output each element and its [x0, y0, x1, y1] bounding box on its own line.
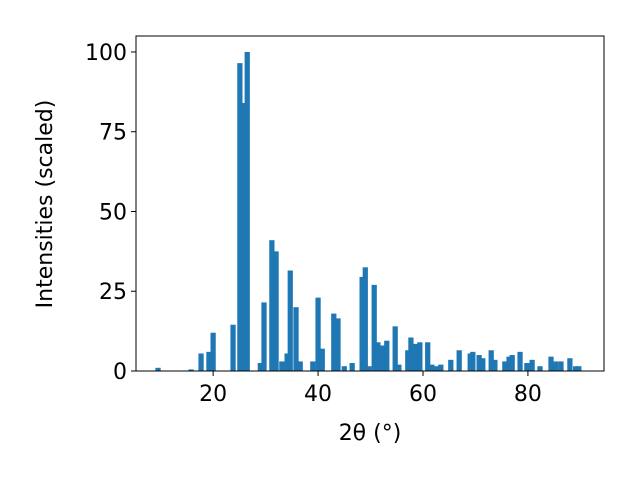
bar	[502, 361, 508, 371]
y-tick-label: 75	[99, 121, 127, 146]
bar	[476, 355, 482, 371]
bar	[434, 366, 440, 371]
x-axis-label: 2θ (°)	[339, 421, 402, 446]
bar	[293, 307, 299, 371]
bar	[269, 240, 275, 371]
bar	[412, 343, 418, 371]
bar	[408, 337, 414, 371]
bar	[279, 361, 285, 371]
bar	[429, 364, 435, 371]
bar	[509, 355, 515, 371]
bar	[230, 324, 236, 371]
bar	[506, 356, 512, 371]
bar	[359, 276, 365, 371]
bar	[273, 251, 279, 371]
bar	[417, 342, 423, 371]
bar	[405, 350, 411, 371]
bar	[319, 348, 325, 371]
bar	[335, 318, 341, 371]
bar	[349, 363, 355, 371]
bar	[261, 302, 267, 371]
bar	[188, 369, 194, 371]
y-tick-label: 25	[99, 280, 127, 305]
x-tick-label: 80	[514, 382, 542, 407]
bar	[567, 358, 573, 371]
bar	[558, 361, 564, 371]
bar	[517, 351, 523, 371]
bar	[529, 359, 535, 371]
bar	[284, 353, 290, 371]
bar	[244, 51, 250, 371]
bar	[492, 359, 498, 371]
bar	[488, 350, 494, 371]
bar	[448, 359, 454, 371]
bar	[198, 353, 204, 371]
bar	[206, 351, 212, 371]
bar	[297, 361, 303, 371]
bar	[155, 367, 161, 371]
bar	[392, 326, 398, 371]
bar	[425, 342, 431, 371]
y-tick-label: 100	[85, 41, 127, 66]
plot-frame	[135, 35, 605, 372]
x-tick-label: 60	[409, 382, 437, 407]
bar	[456, 350, 462, 371]
bar	[480, 358, 486, 371]
y-tick-label: 0	[113, 360, 127, 385]
bar	[315, 297, 321, 371]
bar	[573, 366, 579, 371]
bar	[548, 356, 554, 371]
bar	[331, 313, 337, 371]
bar	[237, 63, 243, 371]
bar	[366, 366, 372, 371]
bar	[524, 363, 530, 371]
bar	[375, 342, 381, 371]
x-tick-label: 20	[199, 382, 227, 407]
x-tick-label: 40	[304, 382, 332, 407]
bar	[438, 364, 444, 371]
bar	[379, 345, 385, 371]
bar	[384, 340, 390, 371]
bar	[371, 284, 377, 371]
bar	[576, 366, 582, 371]
bar	[362, 267, 368, 371]
y-axis-label: Intensities (scaled)	[33, 100, 58, 309]
bar	[287, 270, 293, 371]
bar	[396, 364, 402, 371]
bar	[553, 361, 559, 371]
bar	[210, 332, 216, 371]
bar	[310, 361, 316, 371]
bar	[257, 363, 263, 371]
y-tick-label: 50	[99, 200, 127, 225]
bar	[341, 366, 347, 371]
bar	[470, 351, 476, 371]
bar	[537, 366, 543, 371]
